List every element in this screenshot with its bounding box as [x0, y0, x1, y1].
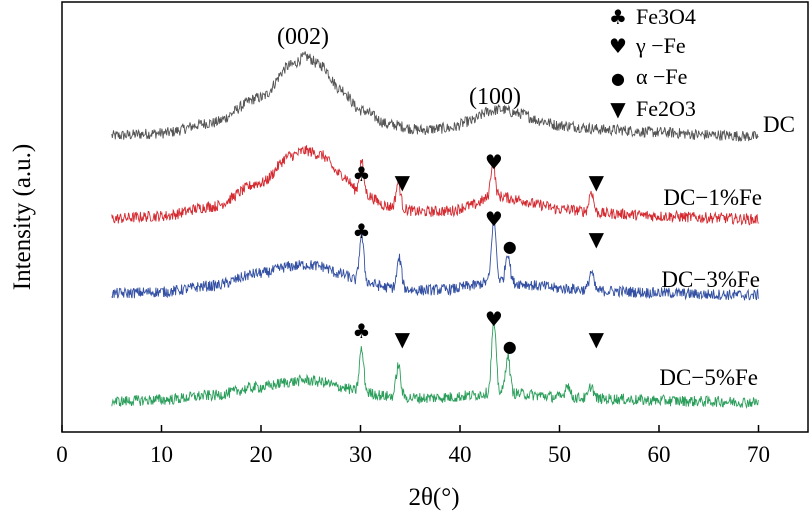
annotation-100: (100)	[469, 84, 521, 110]
x-tick-label: 70	[747, 442, 770, 467]
peak-marker: ♥	[485, 207, 503, 231]
x-tick-label: 30	[349, 442, 372, 467]
legend-label: α −Fe	[636, 64, 687, 89]
peak-marker: ▼	[395, 327, 411, 351]
peak-marker: ♣	[353, 162, 371, 186]
peak-marker: ▼	[589, 170, 605, 194]
peak-marker: ♣	[353, 219, 371, 243]
y-axis-title: Intensity (a.u.)	[9, 144, 36, 290]
series-layer	[111, 51, 759, 409]
peak-markers: ♣ ▼♥▼♣ ♥● ▼♣ ▼♥● ▼	[353, 150, 605, 356]
annotation-002: (002)	[277, 24, 329, 50]
series-line-0	[111, 51, 759, 143]
legend-symbol: ●	[611, 69, 625, 88]
series-line-1	[111, 145, 759, 226]
legend-label: γ −Fe	[635, 33, 686, 58]
series-label: DC	[763, 112, 795, 137]
series-line-3	[111, 317, 759, 409]
x-tick-label: 60	[648, 442, 671, 467]
peak-marker: ●	[503, 237, 517, 256]
x-tick-label: 20	[250, 442, 273, 467]
peak-marker: ▼	[589, 327, 605, 351]
legend-symbol: ♥	[609, 34, 627, 58]
series-label: DC−5%Fe	[659, 365, 758, 390]
series-label: DC−1%Fe	[663, 185, 762, 210]
x-axis-title: 2θ(°)	[408, 484, 459, 511]
plot-frame	[61, 1, 809, 433]
peak-marker: ▼	[589, 227, 605, 251]
x-tick-label: 50	[548, 442, 571, 467]
x-axis: 0 10 20 30 40 50 60 70	[56, 425, 770, 467]
peak-marker: ▼	[395, 170, 411, 194]
peak-marker: ♣	[353, 319, 371, 343]
x-tick-label: 0	[56, 442, 68, 467]
x-tick-label: 10	[150, 442, 173, 467]
legend-label: Fe2O3	[636, 96, 696, 121]
legend-label: Fe3O4	[636, 4, 696, 29]
peak-marker: ●	[503, 337, 517, 356]
series-labels: DC DC−1%Fe DC−3%Fe DC−5%Fe	[659, 112, 795, 390]
legend-symbol: ▼	[610, 97, 626, 121]
legend: ♣ Fe3O4 ♥ γ −Fe ● α −Fe ▼ Fe2O3	[609, 4, 696, 121]
peak-marker: ♥	[485, 150, 503, 174]
series-line-2	[111, 215, 759, 301]
x-tick-label: 40	[449, 442, 472, 467]
series-label: DC−3%Fe	[661, 267, 760, 292]
legend-symbol: ♣	[609, 5, 627, 29]
peak-marker: ♥	[485, 307, 503, 331]
